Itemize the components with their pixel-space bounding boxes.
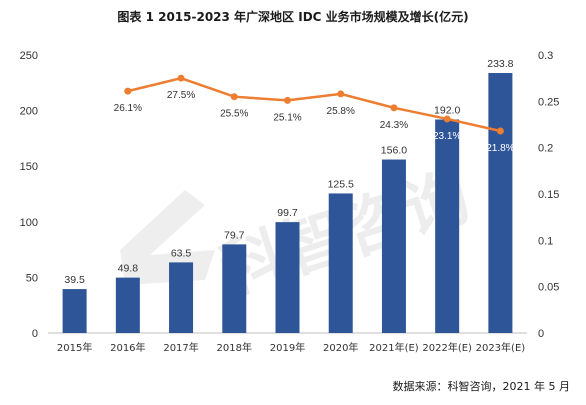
line-value-label: 21.8% bbox=[486, 143, 514, 154]
y-right-tick-label: 0.2 bbox=[538, 143, 553, 155]
y-left-tick-label: 0 bbox=[32, 328, 38, 340]
bar bbox=[328, 193, 353, 333]
y-right-tick-label: 0.05 bbox=[538, 282, 559, 294]
y-right-tick-label: 0.15 bbox=[538, 189, 559, 201]
x-tick-label: 2016年 bbox=[110, 341, 145, 354]
y-right-tick-label: 0.3 bbox=[538, 50, 553, 62]
y-right-tick-label: 0.1 bbox=[538, 235, 553, 247]
y-right-tick-label: 0.25 bbox=[538, 96, 559, 108]
line-value-label: 24.3% bbox=[380, 120, 408, 131]
x-tick-label: 2023年(E) bbox=[476, 341, 526, 354]
line-value-label: 27.5% bbox=[167, 90, 195, 101]
bar-value-label: 79.7 bbox=[224, 229, 245, 241]
bar bbox=[435, 119, 460, 333]
bar bbox=[275, 222, 300, 333]
y-right-tick-label: 0 bbox=[538, 328, 544, 340]
bar-value-label: 39.5 bbox=[64, 274, 85, 286]
bar-value-label: 125.5 bbox=[328, 178, 354, 190]
bar bbox=[222, 244, 247, 333]
x-tick-label: 2019年 bbox=[270, 341, 305, 354]
bar bbox=[62, 289, 87, 333]
bar bbox=[488, 73, 513, 333]
bar-value-labels: 39.5 49.8 63.5 79.7 99.7 125.5 156.0 192.0 233.8 bbox=[64, 58, 513, 286]
bar bbox=[381, 159, 406, 333]
line-point bbox=[124, 87, 132, 95]
bar-value-label: 99.7 bbox=[277, 207, 298, 219]
source-note: 数据来源：科智咨询，2021 年 5 月 bbox=[393, 379, 570, 393]
x-tick-label: 2018年 bbox=[217, 341, 252, 354]
line-value-label: 25.1% bbox=[273, 112, 301, 123]
line-point bbox=[390, 104, 398, 112]
x-tick-label: 2020年 bbox=[323, 341, 358, 354]
x-tick-label: 2017年 bbox=[163, 341, 198, 354]
bar-value-label: 156.0 bbox=[381, 145, 407, 157]
line-value-labels: 26.1% 27.5% 25.5% 25.1% 25.8% 24.3% 23.1% 21.8% bbox=[114, 90, 515, 154]
y-left-tick-label: 150 bbox=[20, 161, 38, 173]
y-axis-right: 0 0.05 0.1 0.15 0.2 0.25 0.3 bbox=[538, 50, 559, 340]
watermark-logo-icon bbox=[120, 190, 215, 285]
bar-series bbox=[62, 73, 513, 333]
bar-value-label: 192.0 bbox=[434, 104, 460, 116]
growth-line bbox=[127, 76, 501, 133]
x-tick-label: 2015年 bbox=[57, 341, 92, 354]
line-point bbox=[337, 90, 345, 98]
x-axis-ticks: 2015年 2016年 2017年 2018年 2019年 2020年 2021年(E) 20… bbox=[57, 341, 525, 354]
line-point bbox=[496, 127, 504, 135]
line-point bbox=[443, 115, 451, 123]
line-value-label: 23.1% bbox=[433, 131, 461, 142]
line-series bbox=[124, 74, 504, 135]
bar bbox=[115, 277, 140, 333]
bar-value-label: 49.8 bbox=[118, 263, 139, 275]
line-point bbox=[230, 93, 238, 101]
x-tick-label: 2022年(E) bbox=[422, 341, 472, 354]
bar-value-label: 63.5 bbox=[171, 247, 192, 259]
line-value-label: 25.5% bbox=[220, 109, 248, 120]
bar-value-label: 233.8 bbox=[487, 58, 513, 70]
line-point bbox=[177, 74, 185, 82]
line-value-label: 26.1% bbox=[114, 103, 142, 114]
x-tick-label: 2021年(E) bbox=[369, 341, 419, 354]
y-left-tick-label: 200 bbox=[20, 106, 38, 118]
y-left-tick-label: 50 bbox=[26, 272, 38, 284]
line-value-label: 25.8% bbox=[327, 106, 355, 117]
chart-title: 图表 1 2015-2023 年广深地区 IDC 业务市场规模及增长(亿元) bbox=[117, 9, 468, 24]
y-left-tick-label: 100 bbox=[20, 217, 38, 229]
y-axis-left: 0 50 100 150 200 250 bbox=[20, 50, 38, 340]
line-point bbox=[284, 96, 291, 104]
bar bbox=[169, 262, 194, 333]
y-left-tick-label: 250 bbox=[20, 50, 38, 62]
